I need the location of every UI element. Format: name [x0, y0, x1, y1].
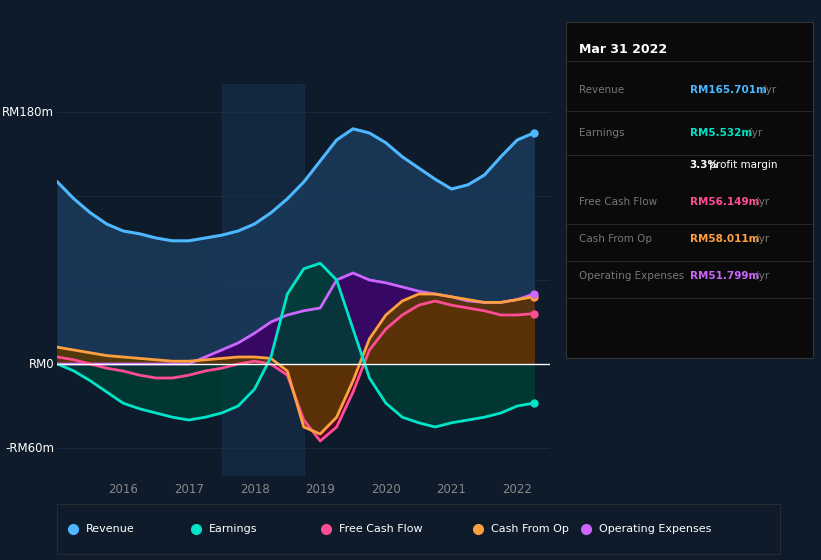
Text: RM0: RM0 — [29, 357, 54, 371]
Text: RM51.799m: RM51.799m — [690, 271, 759, 281]
Text: Revenue: Revenue — [579, 85, 624, 95]
Text: Revenue: Revenue — [86, 524, 135, 534]
Text: Earnings: Earnings — [209, 524, 258, 534]
Text: Cash From Op: Cash From Op — [491, 524, 569, 534]
Text: Free Cash Flow: Free Cash Flow — [579, 197, 657, 207]
Text: Operating Expenses: Operating Expenses — [599, 524, 712, 534]
Bar — [222, 84, 304, 476]
Text: profit margin: profit margin — [705, 160, 777, 170]
Text: /yr: /yr — [745, 128, 762, 138]
Text: Free Cash Flow: Free Cash Flow — [339, 524, 423, 534]
Text: RM180m: RM180m — [2, 105, 54, 119]
Text: /yr: /yr — [752, 234, 769, 244]
Text: RM165.701m: RM165.701m — [690, 85, 767, 95]
Text: 3.3%: 3.3% — [690, 160, 718, 170]
Text: Earnings: Earnings — [579, 128, 624, 138]
Text: Cash From Op: Cash From Op — [579, 234, 652, 244]
Text: -RM60m: -RM60m — [5, 441, 54, 455]
Text: Mar 31 2022: Mar 31 2022 — [579, 43, 667, 55]
Text: RM58.011m: RM58.011m — [690, 234, 759, 244]
Text: /yr: /yr — [752, 197, 769, 207]
Text: /yr: /yr — [752, 271, 769, 281]
Text: Operating Expenses: Operating Expenses — [579, 271, 684, 281]
Text: RM56.149m: RM56.149m — [690, 197, 759, 207]
Text: RM5.532m: RM5.532m — [690, 128, 752, 138]
Text: /yr: /yr — [759, 85, 776, 95]
